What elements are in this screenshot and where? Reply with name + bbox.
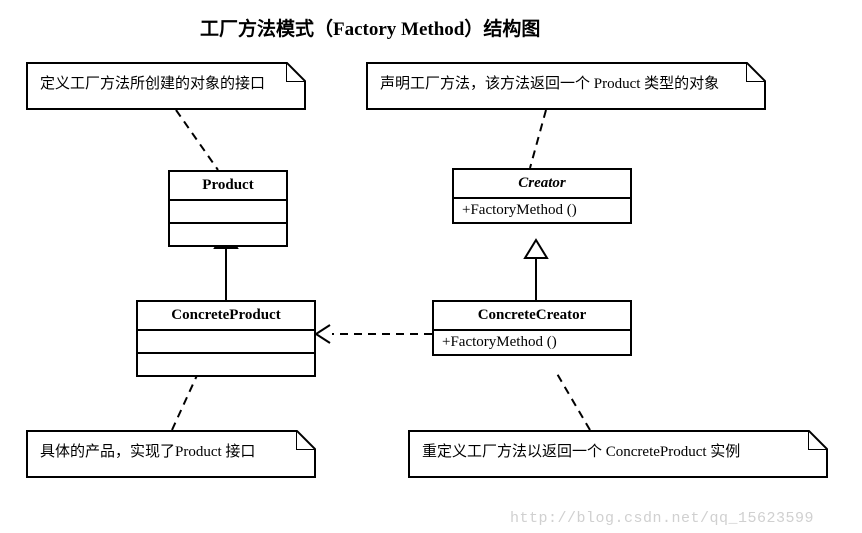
uml-class-creator: Creator +FactoryMethod ()	[452, 168, 632, 224]
class-members	[170, 224, 286, 245]
note-text: 定义工厂方法所创建的对象的接口	[40, 76, 265, 92]
class-member: +FactoryMethod ()	[462, 202, 622, 219]
note-text: 声明工厂方法，该方法返回一个 Product 类型的对象	[380, 76, 719, 92]
class-member: +FactoryMethod ()	[442, 334, 622, 351]
class-members: +FactoryMethod ()	[454, 199, 630, 222]
uml-note: 定义工厂方法所创建的对象的接口	[26, 62, 306, 110]
class-section-empty	[170, 201, 286, 224]
watermark-text: http://blog.csdn.net/qq_15623599	[510, 510, 814, 527]
class-members	[138, 354, 314, 375]
uml-note: 重定义工厂方法以返回一个 ConcreteProduct 实例	[408, 430, 828, 478]
uml-note: 具体的产品，实现了Product 接口	[26, 430, 316, 478]
class-members: +FactoryMethod ()	[434, 331, 630, 354]
diagram-title: 工厂方法模式（Factory Method）结构图	[200, 14, 540, 41]
class-name: ConcreteProduct	[138, 302, 314, 331]
class-section-empty	[138, 331, 314, 354]
diagram-canvas: 工厂方法模式（Factory Method）结构图 定义工厂方法所创建的对象的接…	[0, 0, 862, 533]
uml-note: 声明工厂方法，该方法返回一个 Product 类型的对象	[366, 62, 766, 110]
class-name: Product	[170, 172, 286, 201]
note-text: 重定义工厂方法以返回一个 ConcreteProduct 实例	[422, 444, 740, 460]
class-name: Creator	[454, 170, 630, 199]
uml-class-concretecreator: ConcreteCreator +FactoryMethod ()	[432, 300, 632, 356]
uml-class-concreteproduct: ConcreteProduct	[136, 300, 316, 377]
note-text: 具体的产品，实现了Product 接口	[40, 444, 255, 460]
uml-class-product: Product	[168, 170, 288, 247]
class-name: ConcreteCreator	[434, 302, 630, 331]
